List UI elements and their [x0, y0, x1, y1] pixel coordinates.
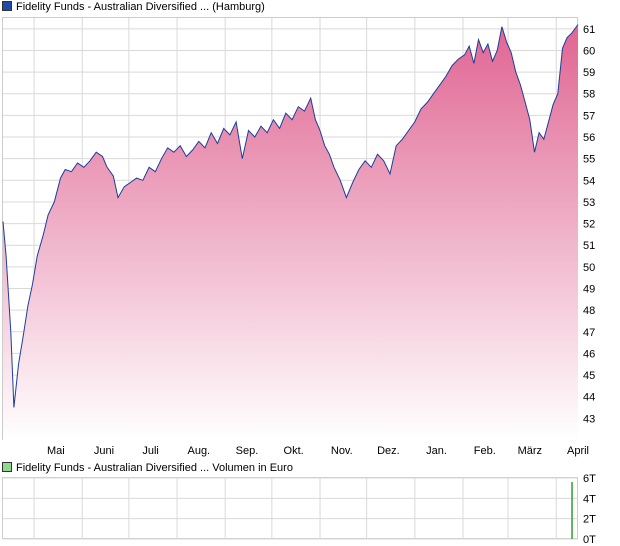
price-area-fill [3, 24, 578, 440]
price-x-tick-label: Nov. [331, 445, 353, 457]
price-y-tick-label: 47 [583, 327, 595, 339]
price-series-line [2, 24, 579, 408]
price-x-tick-label: Dez. [377, 445, 400, 457]
price-chart-title: Fidelity Funds - Australian Diversified … [16, 1, 265, 13]
volume-y-tick-label: 0T [583, 534, 596, 546]
price-y-tick-label: 56 [583, 132, 595, 144]
price-y-tick-label: 53 [583, 197, 595, 209]
volume-bar [571, 482, 573, 539]
price-y-tick-label: 57 [583, 110, 595, 122]
price-y-tick-label: 55 [583, 154, 595, 166]
price-y-tick-label: 45 [583, 370, 595, 382]
price-y-tick-label: 44 [583, 392, 595, 404]
price-x-tick-label: Sep. [236, 445, 259, 457]
price-y-tick-label: 50 [583, 262, 595, 274]
price-y-tick-label: 43 [583, 413, 595, 425]
volume-y-tick-label: 6T [583, 473, 596, 485]
price-x-tick-label: Mai [47, 445, 65, 457]
price-x-tick-label: Okt. [284, 445, 304, 457]
price-y-tick-label: 46 [583, 348, 595, 360]
price-x-tick-label: März [518, 445, 542, 457]
price-legend: Fidelity Funds - Australian Diversified … [2, 1, 265, 14]
price-y-tick-label: 52 [583, 219, 595, 231]
volume-gridlines [3, 477, 578, 540]
price-y-tick-label: 54 [583, 175, 595, 187]
price-y-tick-label: 48 [583, 305, 595, 317]
price-y-tick-label: 60 [583, 45, 595, 57]
price-x-tick-label: Aug. [187, 445, 210, 457]
volume-legend-swatch [2, 462, 12, 472]
price-x-tick-label: Juli [142, 445, 159, 457]
volume-bars [571, 482, 573, 539]
price-x-tick-label: April [567, 445, 589, 457]
volume-y-tick-label: 2T [583, 514, 596, 526]
price-legend-swatch [2, 1, 12, 11]
volume-y-axis: 0T 2T 4T 6T [583, 473, 596, 546]
price-x-tick-label: Juni [94, 445, 114, 457]
volume-legend: Fidelity Funds - Australian Diversified … [2, 462, 293, 475]
price-x-tick-label: Feb. [474, 445, 496, 457]
price-y-tick-label: 51 [583, 240, 595, 252]
price-y-tick-label: 59 [583, 67, 595, 79]
price-y-tick-label: 61 [583, 24, 595, 36]
price-x-tick-label: Jan. [426, 445, 447, 457]
volume-y-tick-label: 4T [583, 493, 596, 505]
volume-plot-frame [2, 477, 578, 539]
price-y-tick-label: 49 [583, 284, 595, 296]
volume-chart-title: Fidelity Funds - Australian Diversified … [16, 462, 293, 474]
price-y-axis: 43 44 45 46 47 48 49 50 51 52 53 54 55 56 57 58 59 60 61 [583, 24, 595, 426]
price-x-axis: Mai Juni Juli Aug. Sep. Okt. Nov. Dez. Jan. Feb. M… [47, 445, 589, 457]
price-y-tick-label: 58 [583, 89, 595, 101]
